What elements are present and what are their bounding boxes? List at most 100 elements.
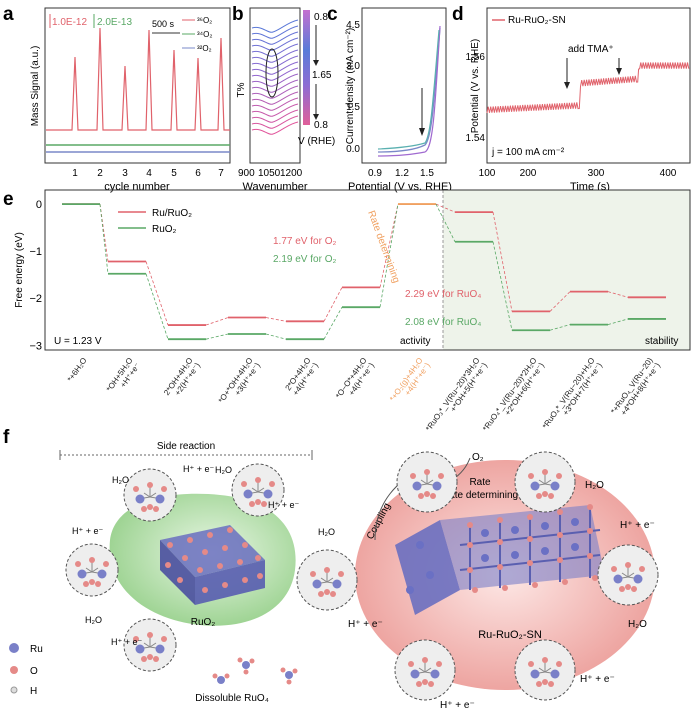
- panel-b-spectrum-line: [251, 73, 299, 87]
- motif-o-atom: [428, 681, 434, 687]
- panel-d-xtick-100: 100: [479, 168, 496, 179]
- motif-bond: [149, 492, 157, 498]
- motif-o-atom: [611, 566, 617, 572]
- motif-bond: [420, 479, 428, 485]
- panel-b-cbar-title: V (RHE): [298, 136, 335, 147]
- panel-b-spectrum-line: [251, 121, 299, 135]
- motif-ru-atom: [155, 494, 165, 504]
- panel-b-frame: [249, 7, 301, 164]
- panel-b-spectrum-line: [251, 109, 299, 123]
- motif-ru-atom: [135, 494, 145, 504]
- panel-c-ytick-3: 4.5: [346, 20, 360, 31]
- motif-bond: [424, 667, 432, 673]
- panel-d-legend: Ru-RuO₂-SN: [508, 15, 566, 26]
- f-right-hplus-2: H⁺ + e⁻: [580, 674, 615, 685]
- motif-bond: [418, 667, 426, 673]
- panel-d-current: j = 100 mA cm⁻²: [491, 147, 565, 158]
- legend-ru-swatch: [9, 643, 19, 653]
- motif-o-atom: [438, 473, 444, 479]
- f-right-h2o-2: H₂O: [628, 619, 647, 630]
- f-o2-label: O₂: [472, 452, 484, 463]
- panel-e-connector: [265, 333, 287, 340]
- dissoluble-ruo4-molecules: [212, 657, 298, 685]
- motif-o-atom: [133, 486, 139, 492]
- f-right-hplus-4: H⁺ + e⁻: [348, 619, 383, 630]
- legend-h-swatch: [10, 686, 18, 694]
- o2-arrow: [454, 457, 471, 479]
- osm-cycle-circles: [296, 451, 659, 701]
- motif-o-atom: [103, 561, 109, 567]
- panel-a-xtick-5: 5: [171, 168, 177, 179]
- panel-b: b T% 0.8 1.65 0.8 V (RHE) 900 1050 1200 …: [232, 4, 335, 193]
- panel-b-arrow-head-2: [313, 114, 319, 120]
- panel-a-scalebar-label: 500 s: [152, 19, 175, 29]
- panel-c-cv-teal: [377, 29, 440, 150]
- panel-c-ylabel: Current density (mA cm⁻²): [345, 28, 356, 144]
- motif-o-atom: [430, 493, 436, 499]
- f-left-hplus-3: H⁺ + e⁻: [72, 526, 104, 536]
- panel-a-legend-34: ³⁴O₂: [197, 30, 212, 39]
- motif-bond: [326, 577, 334, 583]
- panel-a-frame: [44, 7, 231, 164]
- motif-o-atom: [410, 473, 416, 479]
- motif-o-atom: [89, 557, 95, 563]
- panel-e-xlabel: *RuO₄*_V(Ru−20)*2H₂O+2*OH+6(H⁺+e⁻): [481, 356, 546, 438]
- panel-b-xlabel: Wavenumber: [242, 181, 307, 193]
- panel-e-xlabel: *O+*OH+4H₂O+3(H⁺+e⁻): [217, 356, 263, 410]
- motif-ru-atom: [97, 569, 107, 579]
- panel-b-spectrum-line: [251, 49, 299, 63]
- panel-c-xlabel: Potential (V vs. RHE): [348, 181, 452, 193]
- panel-e-connector: [607, 318, 629, 325]
- f-left-hplus-1: H⁺ + e⁻: [183, 464, 215, 474]
- motif-o-atom: [261, 501, 267, 507]
- panel-label-e: e: [3, 189, 14, 210]
- f-left-h2o-2: H₂O: [112, 475, 129, 485]
- panel-a-xtick-1: 1: [72, 168, 78, 179]
- panel-e-ann-o2-red: 1.77 eV for O₂: [273, 236, 336, 247]
- panel-e-xlabel: *OH+5H₂O+H⁺+e⁻: [105, 356, 142, 399]
- motif-o-atom: [556, 473, 562, 479]
- panel-b-arrow-head-1: [313, 60, 319, 66]
- side-reaction-label: Side reaction: [157, 441, 215, 452]
- motif-o-atom: [153, 656, 159, 662]
- panel-e-ytick: −2: [29, 293, 42, 305]
- motif-o-atom: [141, 506, 147, 512]
- panel-d-xtick-200: 200: [520, 168, 537, 179]
- motif-o-atom: [536, 493, 542, 499]
- panel-c-cv-purple: [377, 25, 441, 157]
- motif-o-atom: [255, 477, 261, 483]
- motif-ru-atom: [263, 489, 273, 499]
- panel-e-connector: [379, 204, 399, 308]
- ruo2-label: RuO₂: [191, 617, 216, 628]
- f-left-h2o-4: H₂O: [85, 615, 102, 625]
- motif-ru-atom: [155, 644, 165, 654]
- panel-b-cbar-top: 0.8: [314, 12, 328, 23]
- motif-o-atom: [95, 581, 101, 587]
- f-right-h2o-1: H₂O: [585, 480, 604, 491]
- panel-e-ytick: −1: [29, 246, 42, 258]
- panel-e-ytick: 0: [36, 199, 42, 211]
- panel-e-xlabel: *+RuO₄_V(Ru−20)+4*OH+8(H⁺+e⁻): [609, 356, 662, 421]
- panel-b-spectrum-line: [251, 37, 299, 51]
- panel-a-xtick-6: 6: [195, 168, 201, 179]
- motif-o-atom: [548, 493, 554, 499]
- f-right-hplus-3: H⁺ + e⁻: [440, 700, 475, 711]
- motif-o-atom: [324, 567, 330, 573]
- motif-o-atom: [161, 636, 167, 642]
- motif-o-atom: [241, 481, 247, 487]
- panel-b-spectrum-line: [251, 97, 299, 111]
- panel-c-xtick-1: 1.2: [395, 168, 409, 179]
- motif-bond: [143, 642, 151, 648]
- motif-o-atom: [255, 499, 261, 505]
- ru-ruo2-sn-crystal: [395, 504, 605, 615]
- motif-o-atom: [625, 562, 631, 568]
- motif-o-atom: [418, 493, 424, 499]
- panel-a: a Mass Signal (a.u.) cycle number 1.0E-1…: [3, 4, 231, 193]
- dissoluble-label: Dissoluble RuO₄: [195, 693, 269, 704]
- panel-e: e Free energy (eV) 0−1−2−3 Ru/RuO₂ RuO₂ …: [3, 189, 691, 438]
- motif-ru-atom: [312, 579, 322, 589]
- panel-c-cv-blue: [377, 27, 441, 153]
- motif-o-atom: [542, 491, 548, 497]
- panel-a-xtick-3: 3: [122, 168, 128, 179]
- motif-o-atom: [619, 586, 625, 592]
